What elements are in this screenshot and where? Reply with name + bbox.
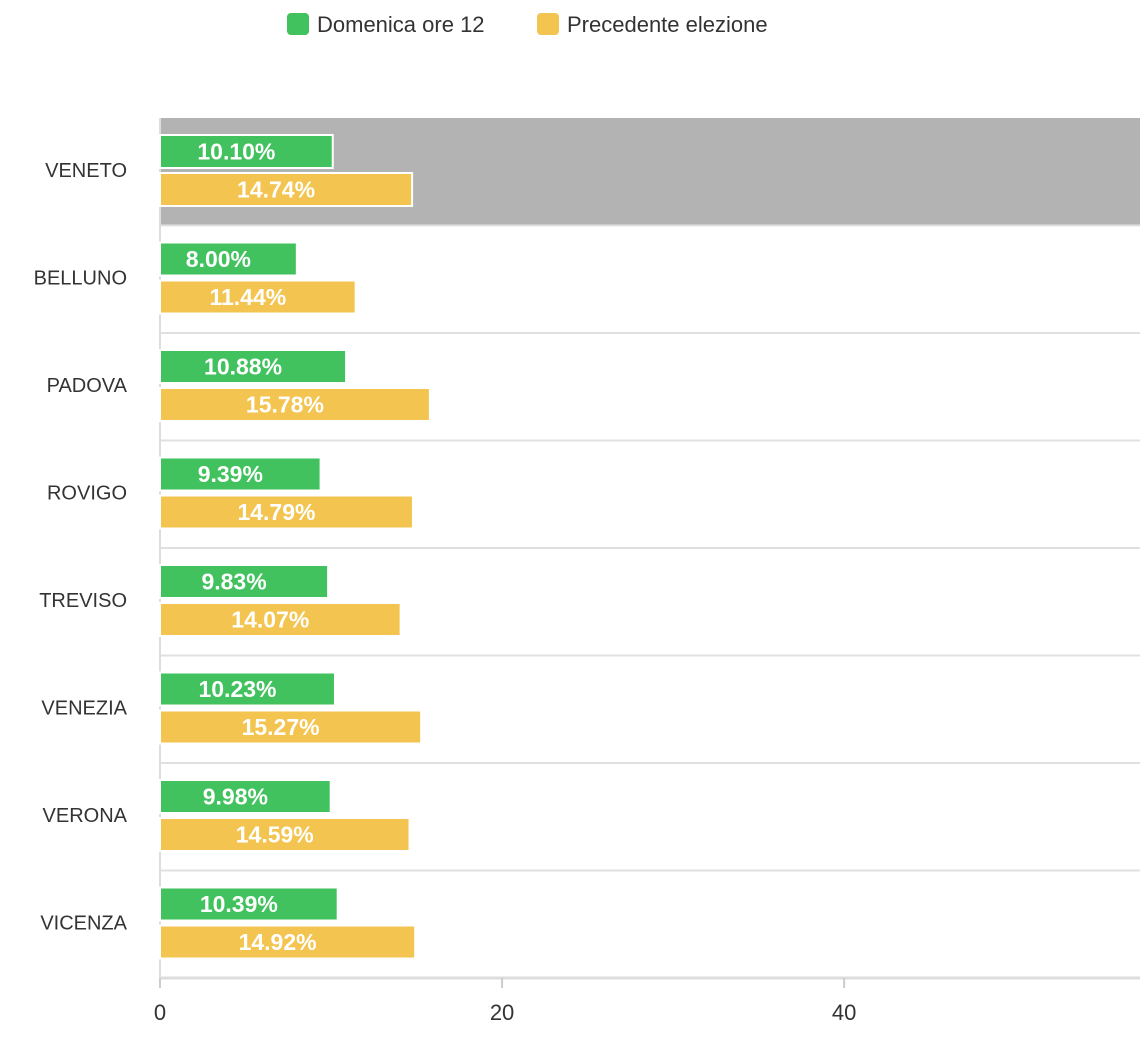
category-label: ROVIGO bbox=[47, 483, 127, 505]
legend-label: Precedente elezione bbox=[567, 12, 768, 37]
bar bbox=[159, 387, 431, 422]
bar bbox=[159, 456, 322, 492]
bar bbox=[159, 709, 423, 745]
value-label: 14.79% bbox=[237, 499, 315, 525]
bar bbox=[159, 241, 298, 277]
value-label: 8.00% bbox=[186, 246, 251, 272]
x-tick-label: 20 bbox=[490, 1000, 514, 1025]
value-label: 14.07% bbox=[231, 607, 309, 633]
value-label: 14.74% bbox=[237, 177, 315, 203]
value-label: 10.88% bbox=[204, 354, 282, 380]
category-label: VICENZA bbox=[40, 913, 127, 935]
bar bbox=[159, 602, 402, 637]
value-label: 14.59% bbox=[236, 822, 314, 848]
category-label: VERONA bbox=[43, 805, 128, 827]
bar bbox=[159, 817, 411, 852]
bar bbox=[159, 279, 357, 315]
bar bbox=[159, 886, 339, 922]
x-tick-label: 0 bbox=[154, 1000, 166, 1025]
value-label: 10.23% bbox=[198, 676, 276, 702]
category-label: PADOVA bbox=[47, 375, 128, 397]
bar bbox=[159, 564, 330, 599]
value-label: 10.39% bbox=[200, 891, 278, 917]
value-label: 9.83% bbox=[201, 569, 266, 595]
bar bbox=[159, 779, 332, 814]
bar bbox=[159, 134, 334, 169]
legend-label: Domenica ore 12 bbox=[317, 12, 485, 37]
bar bbox=[159, 671, 336, 707]
value-label: 15.78% bbox=[246, 392, 324, 418]
category-label: VENETO bbox=[45, 160, 127, 182]
x-tick-label: 40 bbox=[832, 1000, 856, 1025]
category-label: TREVISO bbox=[39, 590, 127, 612]
bar bbox=[159, 172, 414, 207]
value-label: 10.10% bbox=[197, 139, 275, 165]
value-label: 9.39% bbox=[198, 461, 263, 487]
bar bbox=[159, 349, 348, 384]
category-label: VENEZIA bbox=[41, 698, 127, 720]
value-label: 11.44% bbox=[209, 284, 286, 310]
bar bbox=[159, 924, 417, 960]
value-label: 9.98% bbox=[203, 784, 268, 810]
legend-swatch bbox=[537, 13, 559, 35]
value-label: 14.92% bbox=[239, 929, 317, 955]
legend-swatch bbox=[287, 13, 309, 35]
value-label: 15.27% bbox=[242, 714, 320, 740]
category-label: BELLUNO bbox=[34, 268, 127, 290]
bar bbox=[159, 494, 414, 530]
